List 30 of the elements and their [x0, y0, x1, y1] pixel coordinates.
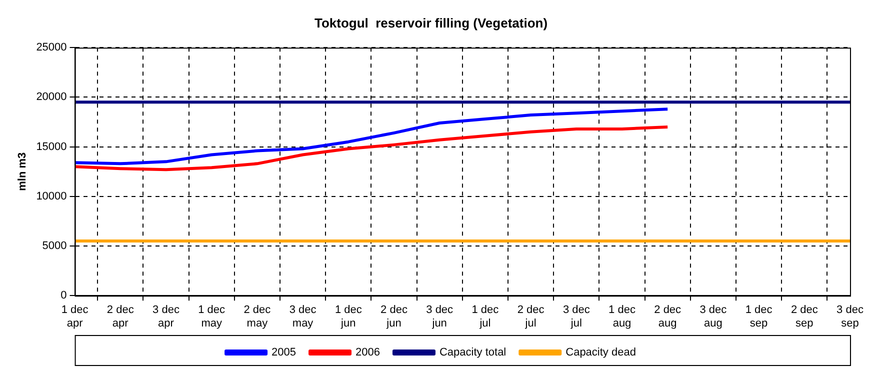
x-tick-label: 2 dec may [244, 304, 272, 330]
x-tick-label: 3 dec jun [426, 304, 454, 330]
x-tick-label: 3 dec apr [152, 304, 180, 330]
x-tick-label: 2 dec jul [517, 304, 545, 330]
y-tick-label: 20000 [36, 91, 67, 104]
y-tick-label: 10000 [36, 190, 67, 202]
y-axis-title: mln m3 [16, 152, 29, 191]
x-tick-label: 1 dec may [198, 304, 226, 330]
x-tick-label: 3 dec aug [700, 304, 728, 330]
y-tick-label: 0 [60, 290, 67, 302]
x-tick-label: 3 dec jul [562, 304, 590, 330]
x-tick-label: 3 dec may [289, 304, 317, 330]
x-tick-label: 2 dec jun [380, 304, 408, 330]
x-tick-label: 1 dec aug [608, 304, 636, 330]
x-tick-label: 2 dec sep [790, 304, 818, 330]
legend-label: 2006 [356, 346, 380, 359]
chart-title: Toktogul reservoir filling (Vegetation) [314, 15, 548, 30]
legend-label: 2005 [272, 346, 296, 359]
x-tick-label: 1 dec jul [472, 304, 500, 330]
legend-label: Capacity dead [566, 346, 636, 359]
legend-label: Capacity total [439, 346, 506, 359]
y-tick-label: 15000 [36, 140, 67, 153]
x-tick-label: 3 dec sep [836, 304, 864, 330]
x-tick-label: 1 dec sep [745, 304, 773, 330]
x-tick-label: 1 dec jun [334, 304, 362, 330]
y-tick-label: 25000 [36, 42, 67, 54]
x-tick-label: 1 dec apr [61, 304, 89, 330]
x-tick-label: 2 dec apr [106, 304, 134, 330]
x-tick-label: 2 dec aug [654, 304, 682, 330]
y-tick-label: 5000 [42, 240, 67, 252]
